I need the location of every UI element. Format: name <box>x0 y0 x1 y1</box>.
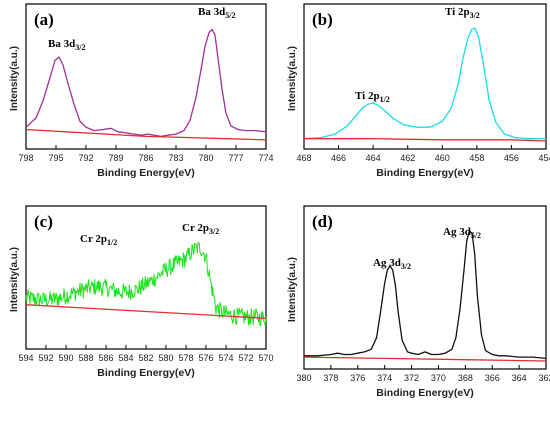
x-tick-label: 456 <box>504 153 519 163</box>
x-tick-label: 774 <box>258 153 273 163</box>
spectrum-series <box>303 27 546 140</box>
x-tick-label: 582 <box>138 353 153 363</box>
x-tick-label: 795 <box>48 153 63 163</box>
baseline-series <box>25 304 267 319</box>
x-tick-label: 783 <box>168 153 183 163</box>
spectrum-series <box>25 28 267 138</box>
panel-label: (d) <box>312 212 333 231</box>
peak-annotation: Ag 3d5/2 <box>443 226 481 240</box>
x-tick-label: 789 <box>108 153 123 163</box>
y-axis-label: Intensity(a.u.) <box>9 247 20 312</box>
baseline-series <box>304 138 547 142</box>
x-tick-label: 376 <box>350 373 365 383</box>
x-tick-label: 576 <box>198 353 213 363</box>
x-tick-label: 586 <box>98 353 113 363</box>
panel-label: (b) <box>312 10 333 29</box>
x-axis-label: Binding Energy(eV) <box>376 167 473 179</box>
x-tick-label: 364 <box>512 373 527 383</box>
x-tick-label: 570 <box>258 353 273 363</box>
x-tick-label: 798 <box>18 153 33 163</box>
baseline-series <box>303 356 547 362</box>
spectrum-series <box>304 230 547 360</box>
x-tick-label: 378 <box>323 373 338 383</box>
x-tick-label: 786 <box>138 153 153 163</box>
panel-1: 798 795 792 789 786 783 780 777 774 Binding Energ… <box>9 3 274 179</box>
x-tick-label: 374 <box>377 373 392 383</box>
x-axis-label: Binding Energy(eV) <box>376 387 473 399</box>
x-tick-label: 584 <box>118 353 133 363</box>
x-tick-label: 362 <box>538 373 550 383</box>
baseline-series <box>25 128 267 141</box>
peak-annotation: Ti 2p1/2 <box>355 90 390 104</box>
panel-2: 468 466 464 462 460 458 456 454 Binding Energy(e… <box>287 3 550 179</box>
x-tick-label: 792 <box>78 153 93 163</box>
peak-annotation: Ba 3d3/2 <box>48 38 85 52</box>
x-tick-label: 372 <box>404 373 419 383</box>
x-tick-label: 460 <box>435 153 450 163</box>
x-tick-label: 592 <box>38 353 53 363</box>
panel-4: 380 378 376 374 372 370 368 366 364 362 Binding En… <box>287 205 550 399</box>
peak-annotation: Cr 2p3/2 <box>182 222 219 236</box>
x-tick-label: 780 <box>198 153 213 163</box>
x-tick-label: 368 <box>458 373 473 383</box>
peak-annotation: Ba 3d5/2 <box>198 6 235 20</box>
x-tick-label: 366 <box>485 373 500 383</box>
panel-label: (c) <box>34 212 53 231</box>
x-tick-label: 370 <box>431 373 446 383</box>
y-axis-label: Intensity(a.u.) <box>287 257 298 322</box>
plot-frame <box>303 205 547 370</box>
x-tick-label: 468 <box>296 153 311 163</box>
spectrum-series <box>25 241 267 327</box>
x-tick-label: 462 <box>400 153 415 163</box>
panel-label: (a) <box>34 10 54 29</box>
x-axis-label: Binding Energy(eV) <box>97 167 194 179</box>
x-tick-label: 458 <box>469 153 484 163</box>
x-tick-label: 590 <box>58 353 73 363</box>
x-tick-label: 380 <box>296 373 311 383</box>
x-tick-label: 777 <box>228 153 243 163</box>
x-tick-label: 594 <box>18 353 33 363</box>
x-tick-label: 588 <box>78 353 93 363</box>
y-axis-label: Intensity(a.u.) <box>9 46 20 111</box>
x-tick-label: 574 <box>218 353 233 363</box>
peak-annotation: Ag 3d3/2 <box>373 257 411 271</box>
x-tick-label: 464 <box>366 153 381 163</box>
plot-frame <box>25 205 267 350</box>
peak-annotation: Cr 2p1/2 <box>80 233 117 247</box>
plot-frame <box>303 3 547 150</box>
x-tick-label: 572 <box>238 353 253 363</box>
peak-annotation: Ti 2p3/2 <box>445 6 480 20</box>
x-tick-label: 454 <box>538 153 550 163</box>
x-tick-label: 578 <box>178 353 193 363</box>
x-tick-label: 466 <box>331 153 346 163</box>
x-tick-label: 580 <box>158 353 173 363</box>
panel-3: 594 592 590 588 586 584 582 580 578 576 574 572 570 B… <box>9 205 274 379</box>
plot-frame <box>25 3 267 150</box>
x-axis-label: Binding Energy(eV) <box>97 367 194 379</box>
y-axis-label: Intensity(a.u.) <box>287 46 298 111</box>
